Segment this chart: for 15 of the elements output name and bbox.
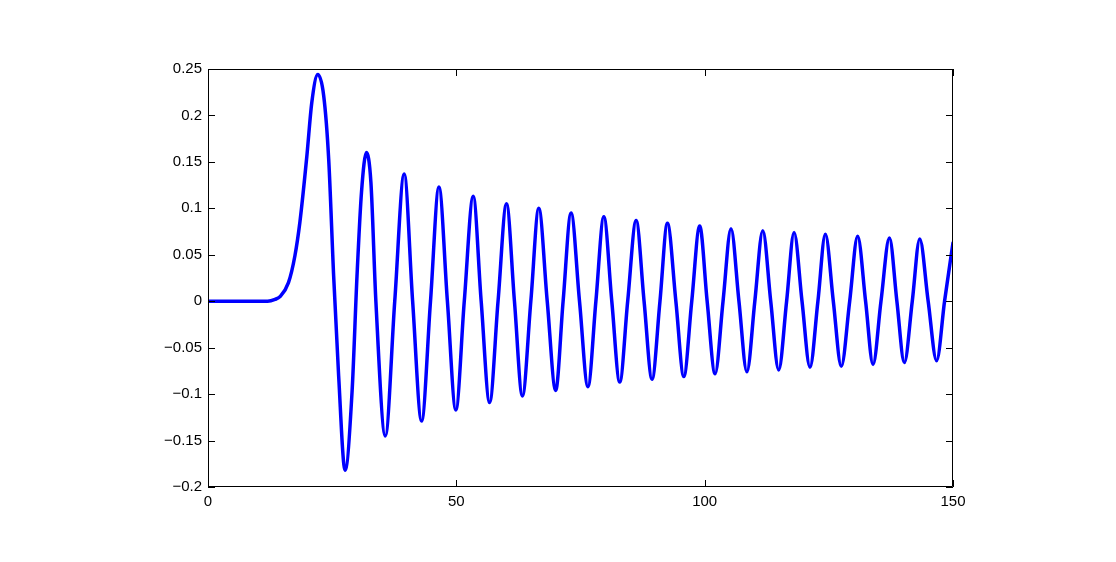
y-tick-label: 0.2: [181, 105, 202, 123]
y-tick-label: 0.1: [181, 198, 202, 216]
y-tick-label: −0.1: [172, 384, 202, 402]
x-tick-label: 100: [692, 492, 718, 510]
line-series: [208, 72, 953, 473]
y-tick-label: 0: [193, 291, 202, 309]
y-tick-label: −0.05: [164, 337, 202, 355]
x-tick-label: 0: [203, 492, 213, 510]
y-tick-label: −0.15: [164, 430, 202, 448]
y-tick-label: 0.05: [172, 244, 202, 262]
y-tick-label: 0.25: [172, 59, 202, 77]
y-tick-label: 0.15: [172, 152, 202, 170]
x-tick-label: 150: [940, 492, 966, 510]
y-tick-label: −0.2: [172, 477, 202, 495]
x-tick-label: 50: [447, 492, 465, 510]
